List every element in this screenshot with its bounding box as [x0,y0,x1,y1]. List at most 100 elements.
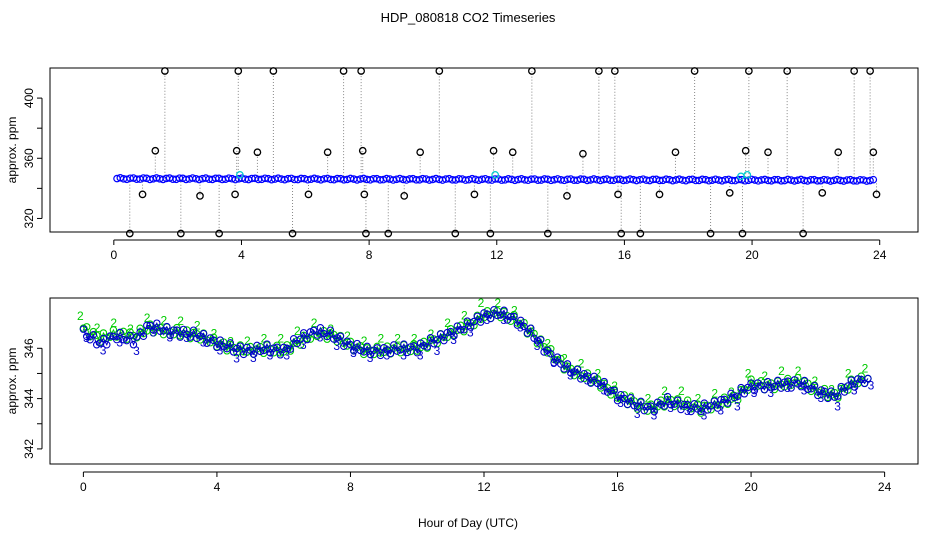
series-marker-label: 2 [127,322,134,336]
series-marker-label: 3 [550,356,557,370]
outlier-point [234,67,243,75]
series-marker-label: 3 [384,348,391,362]
series-point [770,382,779,391]
series-point [767,384,775,392]
series-point [777,384,785,392]
outlier-point [151,146,160,155]
series-marker-label: 3 [784,381,791,395]
series-point [403,348,411,357]
top-y-tick-label: 360 [22,148,36,168]
outlier-point [357,67,365,75]
series-point [440,336,448,345]
series-point [176,333,184,341]
outlier-point [339,67,348,75]
series-point [203,339,211,347]
series-point [103,341,111,349]
series-point [553,353,562,361]
series-marker-label: 2 [578,357,585,371]
outlier-point [543,229,552,238]
outlier-point [745,67,753,75]
series-point [547,349,555,358]
outlier-point [489,146,498,155]
series-marker-label: 2 [645,392,652,406]
series-marker-label: 3 [667,401,674,415]
series-marker-label: 3 [417,348,424,362]
series-point [647,402,655,410]
series-marker-label: 2 [728,385,735,399]
series-point [410,342,418,350]
series-marker-label: 3 [651,409,658,423]
outlier-point [671,148,680,157]
series-point [827,387,835,395]
series-marker-label: 2 [761,369,768,383]
outlier-point [176,229,185,238]
series-point [797,382,805,391]
series-point [764,377,772,386]
highlight-point [491,171,499,179]
series-point [413,348,421,357]
series-point [774,376,782,385]
series-marker-label: 3 [801,384,808,398]
series-point [406,343,415,351]
bottom-y-tick-label: 346 [22,338,36,358]
series-point [129,340,138,349]
series-point [443,328,452,337]
series-point [510,312,518,321]
outlier-point [196,192,204,200]
series-marker-label: 2 [695,392,702,406]
series-point [460,325,468,334]
series-marker-label: 3 [500,313,507,327]
series-point [637,397,645,406]
series-point [533,337,542,345]
series-point [673,396,682,404]
outlier-point [690,67,699,75]
outlier-point [486,229,495,238]
series-point [99,334,108,343]
series-point [523,329,532,337]
series-marker-label: 3 [484,313,491,327]
outlier-point [706,229,715,238]
series-point [226,339,235,347]
series-point [723,399,732,407]
outlier-point [579,149,587,158]
outlier-point [323,148,332,157]
outlier-point [799,229,807,238]
highlight-point [743,171,752,179]
series-marker-label: 2 [361,334,368,348]
series-marker-label: 3 [317,331,324,345]
series-marker-label: 2 [544,336,551,350]
outlier-point [872,190,881,199]
series-point [396,345,405,354]
bottom-x-tick-label: 16 [611,480,625,494]
series-marker-label: 3 [267,348,274,362]
top-x-tick-label: 0 [110,248,117,262]
series-point [733,392,742,400]
series-point [163,322,171,331]
top-x-tick-label: 16 [618,248,632,262]
series-point [340,342,348,350]
series-point [490,306,498,314]
series-marker-label: 3 [851,384,858,398]
outlier-point [636,229,645,238]
outlier-point [138,190,147,199]
series-point [476,318,485,326]
series-point [590,372,598,381]
series-point [493,311,502,320]
outlier-point [617,229,626,238]
series-point [79,325,88,333]
outlier-point [416,148,425,157]
outlier-point [528,67,536,75]
series-point [316,324,325,332]
bottom-x-tick-label: 0 [80,480,87,494]
series-point [86,335,94,344]
outlier-point [231,190,239,199]
series-marker-label: 2 [411,331,418,345]
series-point [750,386,759,395]
series-point [830,393,839,401]
series-point [393,347,401,355]
top-x-tick-label: 12 [490,248,504,262]
series-point [390,341,398,349]
series-marker-label: 2 [227,335,234,349]
top-x-tick-label: 24 [873,248,887,262]
outlier-point [741,146,750,155]
